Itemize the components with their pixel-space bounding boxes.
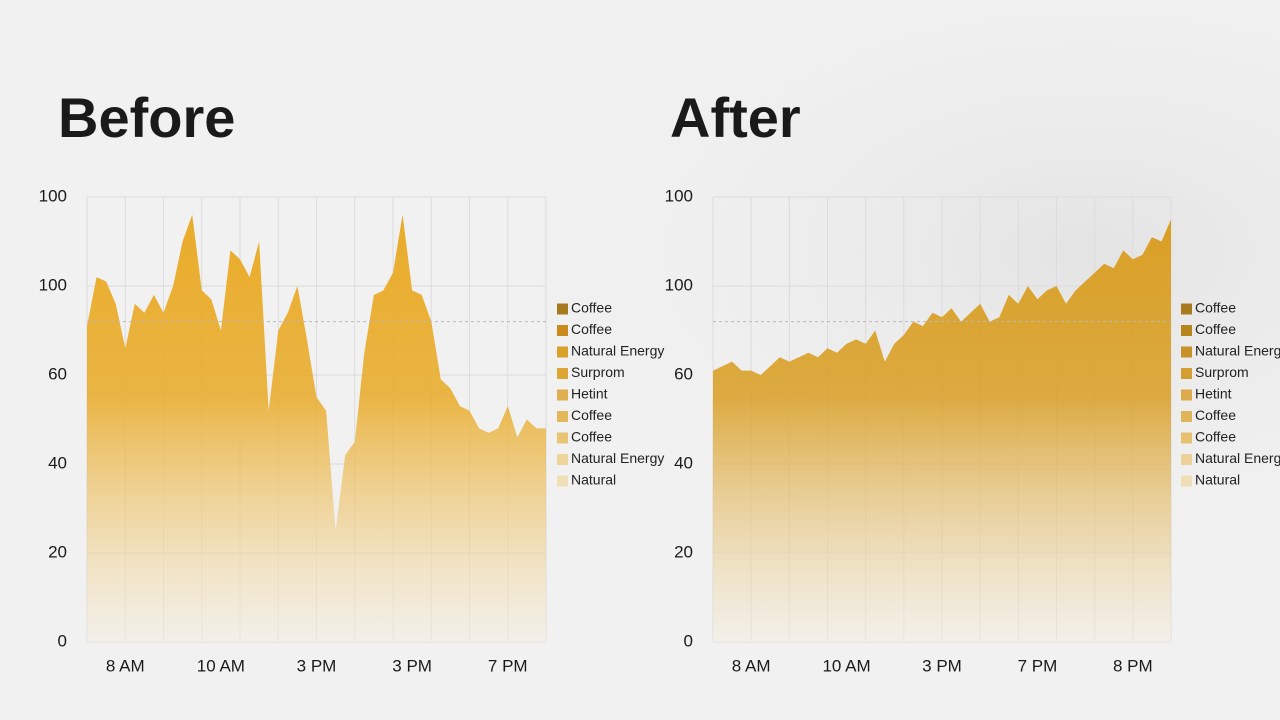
legend-label: Coffee — [1195, 321, 1236, 337]
y-tick-label: 40 — [674, 453, 693, 472]
legend-swatch — [1181, 303, 1192, 315]
legend-swatch — [1181, 346, 1192, 358]
chart-title: Before — [58, 86, 235, 149]
legend-swatch — [557, 475, 568, 487]
legend-swatch — [1181, 411, 1192, 422]
legend-label: Surprom — [1195, 364, 1249, 380]
y-tick-label: 60 — [674, 364, 693, 383]
legend-swatch — [557, 346, 568, 358]
y-tick-label: 40 — [48, 453, 67, 472]
legend-label: Coffee — [1195, 300, 1236, 316]
legend-swatch — [1181, 432, 1192, 444]
x-tick-label: 10 AM — [822, 656, 870, 675]
legend-label: Coffee — [1195, 407, 1236, 423]
legend-label: Coffee — [571, 429, 612, 445]
y-tick-label: 60 — [48, 364, 67, 383]
legend-label: Coffee — [571, 300, 612, 316]
x-tick-label: 7 PM — [1018, 656, 1058, 675]
x-tick-label: 8 AM — [732, 656, 771, 675]
legend-label: Natural Energy — [1195, 450, 1280, 466]
legend-label: Coffee — [571, 407, 612, 423]
legend-label: Coffee — [571, 321, 612, 337]
x-tick-label: 3 PM — [392, 656, 432, 675]
legend-label: Natural Energy — [1195, 343, 1280, 359]
legend-swatch — [557, 325, 568, 336]
x-tick-label: 3 PM — [297, 656, 337, 675]
y-tick-label: 0 — [58, 631, 67, 650]
legend-swatch — [1181, 325, 1192, 336]
legend-swatch — [1181, 389, 1192, 401]
legend-swatch — [557, 303, 568, 315]
legend-swatch — [557, 454, 568, 465]
x-tick-label: 8 PM — [1113, 656, 1153, 675]
legend-swatch — [557, 432, 568, 444]
x-tick-label: 8 AM — [106, 656, 145, 675]
legend-label: Natural — [1195, 472, 1240, 488]
legend-swatch — [1181, 475, 1192, 487]
legend-swatch — [1181, 368, 1192, 379]
legend-label: Natural — [571, 472, 616, 488]
x-tick-label: 3 PM — [922, 656, 962, 675]
y-tick-label: 100 — [39, 275, 67, 294]
y-tick-label: 20 — [48, 542, 67, 561]
y-tick-label: 0 — [684, 631, 693, 650]
legend-label: Natural Energy — [571, 343, 664, 359]
legend-label: Coffee — [1195, 429, 1236, 445]
legend-label: Hetint — [571, 386, 608, 402]
x-tick-label: 10 AM — [197, 656, 245, 675]
chart-title: After — [670, 86, 801, 149]
legend-label: Surprom — [571, 364, 625, 380]
legend-label: Natural Energy — [571, 450, 664, 466]
y-tick-label: 100 — [665, 275, 693, 294]
legend-swatch — [1181, 454, 1192, 465]
legend-swatch — [557, 368, 568, 379]
legend-swatch — [557, 389, 568, 401]
y-tick-label: 100 — [39, 186, 67, 205]
y-tick-label: 100 — [665, 186, 693, 205]
x-tick-label: 7 PM — [488, 656, 528, 675]
area — [713, 219, 1171, 643]
y-tick-label: 20 — [674, 542, 693, 561]
legend-label: Hetint — [1195, 386, 1232, 402]
legend-swatch — [557, 411, 568, 422]
